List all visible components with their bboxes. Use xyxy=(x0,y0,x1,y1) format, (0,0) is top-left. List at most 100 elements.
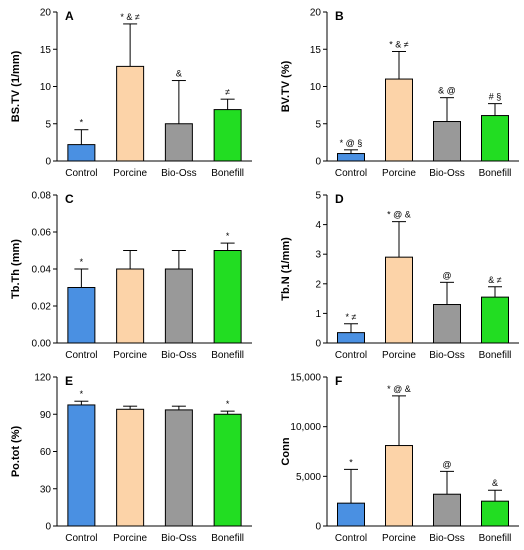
significance-label: & xyxy=(176,69,182,79)
y-tick-label: 0.08 xyxy=(32,191,52,202)
y-tick-label: 20 xyxy=(40,8,52,19)
x-tick-label: Porcine xyxy=(382,350,416,361)
significance-label: & xyxy=(492,478,498,488)
x-tick-label: Bonefill xyxy=(479,168,512,179)
x-tick-label: Bonefill xyxy=(211,350,244,361)
significance-label: * @ & xyxy=(387,384,411,394)
y-tick-label: 1 xyxy=(315,309,321,320)
significance-label: * xyxy=(80,257,84,267)
bar-porcine xyxy=(116,408,145,527)
panel-label: F xyxy=(335,374,342,388)
y-axis-label: Tb.N (1/mm) xyxy=(280,237,292,301)
significance-label: # § xyxy=(489,92,502,102)
y-tick-label: 0.04 xyxy=(32,265,52,276)
significance-label: * @ & xyxy=(387,210,411,220)
x-tick-label: Bio-Oss xyxy=(429,350,465,361)
y-tick-label: 5 xyxy=(315,191,321,202)
panel-label: B xyxy=(335,9,344,23)
significance-label: * xyxy=(349,457,353,467)
y-tick-label: 0 xyxy=(45,522,51,533)
significance-label: * @ § xyxy=(340,138,363,148)
x-tick-label: Porcine xyxy=(382,168,416,179)
significance-label: & @ xyxy=(438,86,456,96)
x-tick-label: Control xyxy=(65,533,97,544)
bar-porcine xyxy=(385,256,413,344)
y-tick-label: 0 xyxy=(315,157,321,168)
y-tick-label: 15 xyxy=(310,45,322,56)
bar-control xyxy=(67,287,96,344)
x-tick-label: Porcine xyxy=(382,533,416,544)
bar-bonefill xyxy=(213,250,242,344)
bar-bonefill xyxy=(213,109,242,162)
y-tick-label: 5 xyxy=(315,119,321,130)
x-tick-label: Bio-Oss xyxy=(161,350,197,361)
y-tick-label: 5 xyxy=(45,119,51,130)
x-tick-label: Porcine xyxy=(113,533,147,544)
bar-control xyxy=(67,144,96,162)
y-tick-label: 90 xyxy=(40,410,52,421)
panel-d: D Tb.N (1/mm) 0 1 2 3 4 5 * ≠ Control * @ & Porcine… xyxy=(280,191,519,361)
significance-label: * & ≠ xyxy=(389,39,409,49)
y-tick-label: 10 xyxy=(40,82,52,93)
x-tick-label: Control xyxy=(335,533,367,544)
y-axis-label: Tb.Th (mm) xyxy=(10,239,22,299)
y-tick-label: 3 xyxy=(315,250,321,261)
bar-control xyxy=(337,153,365,162)
panel-label: A xyxy=(65,9,74,23)
x-tick-label: Control xyxy=(335,168,367,179)
x-tick-label: Bio-Oss xyxy=(429,168,465,179)
y-axis-label: Conn xyxy=(280,437,292,465)
significance-label: * xyxy=(226,399,230,409)
y-tick-label: 0.00 xyxy=(32,339,52,350)
bar-control xyxy=(337,332,365,344)
y-tick-label: 10 xyxy=(310,82,322,93)
y-tick-label: 0 xyxy=(315,339,321,350)
bar-bio-oss xyxy=(433,121,461,162)
bar-control xyxy=(337,502,365,527)
bar-bonefill xyxy=(213,413,242,527)
panel-e: E Po.tot (%) 0 30 60 90 120 * Control Porcine Bio-… xyxy=(10,373,252,544)
bar-bonefill xyxy=(481,296,509,344)
bar-porcine xyxy=(385,78,413,162)
bar-porcine xyxy=(116,65,145,162)
y-tick-label: 10,000 xyxy=(290,422,321,433)
y-tick-label: 2 xyxy=(315,279,321,290)
significance-label: * ≠ xyxy=(346,312,357,322)
y-tick-label: 5,000 xyxy=(296,472,321,483)
y-axis-label: Po.tot (%) xyxy=(10,426,22,478)
bar-bio-oss xyxy=(164,409,193,527)
y-tick-label: 120 xyxy=(34,373,51,384)
panel-b: B BV.TV (%) 0 5 10 15 20 * @ § Control * & ≠ Porci… xyxy=(280,8,519,179)
y-tick-label: 4 xyxy=(315,220,321,231)
bar-bonefill xyxy=(481,115,509,162)
significance-label: ≠ xyxy=(225,87,230,97)
panel-f: F Conn 0 5,000 10,000 15,000 * Control * @ & Porc… xyxy=(280,373,519,544)
significance-label: * xyxy=(80,118,84,128)
significance-label: @ xyxy=(442,459,451,469)
bar-bio-oss xyxy=(433,493,461,527)
bar-bio-oss xyxy=(433,304,461,344)
bar-porcine xyxy=(385,445,413,527)
significance-label: @ xyxy=(442,270,451,280)
y-tick-label: 60 xyxy=(40,447,52,458)
significance-label: & ≠ xyxy=(488,275,502,285)
panel-label: C xyxy=(65,192,74,206)
y-tick-label: 30 xyxy=(40,484,52,495)
x-tick-label: Bio-Oss xyxy=(429,533,465,544)
significance-label: * xyxy=(226,231,230,241)
x-tick-label: Control xyxy=(65,168,97,179)
y-tick-label: 0.02 xyxy=(32,302,52,313)
panel-c: C Tb.Th (mm) 0.00 0.02 0.04 0.06 0.08 * Control P… xyxy=(10,191,252,361)
x-tick-label: Control xyxy=(335,350,367,361)
bar-bio-oss xyxy=(164,268,193,344)
significance-label: * xyxy=(80,389,84,399)
significance-label: * & ≠ xyxy=(120,12,140,22)
x-tick-label: Bonefill xyxy=(479,350,512,361)
y-tick-label: 0.06 xyxy=(32,228,52,239)
y-tick-label: 0 xyxy=(45,157,51,168)
x-tick-label: Porcine xyxy=(113,350,147,361)
y-axis-label: BS.TV (1/mm) xyxy=(10,50,22,122)
bar-bio-oss xyxy=(164,123,193,162)
x-tick-label: Control xyxy=(65,350,97,361)
